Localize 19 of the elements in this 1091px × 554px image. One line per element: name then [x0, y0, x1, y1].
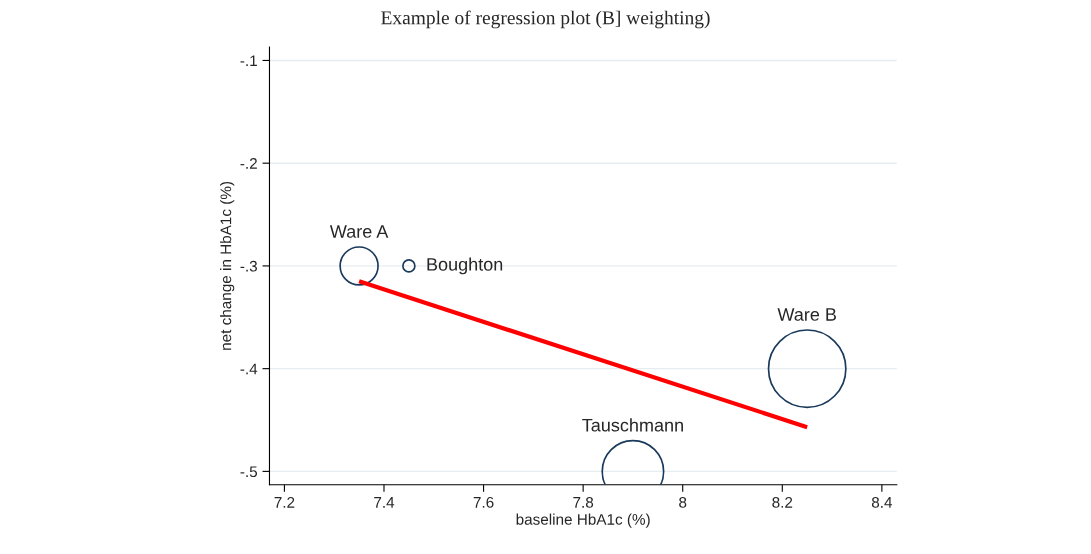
annotation: Boughton — [427, 257, 503, 275]
annotation: Ware A — [329, 225, 389, 238]
x-tick-label: 7.6 — [473, 496, 494, 508]
y-tick-label: -.4 — [240, 363, 258, 375]
annotation: Tauschmann — [582, 418, 683, 432]
x-tick-label: 7.2 — [274, 496, 295, 508]
y-tick-label: -.5 — [240, 466, 258, 478]
y-tick-label: -.3 — [240, 260, 257, 272]
chart-title: Example of regression plot (B] weighting) — [381, 10, 710, 29]
x-tick-label: 7.8 — [573, 496, 594, 508]
annotation: Ware B — [777, 308, 836, 321]
y-axis-title: net change in HbA1c (%) — [220, 181, 235, 350]
x-tick-label: 8.4 — [871, 496, 893, 508]
x-tick-label: 8 — [679, 496, 687, 508]
x-axis-title: baseline HbA1c (%) — [516, 513, 650, 528]
x-tick-label: 8.2 — [772, 496, 793, 508]
y-tick-label: -.2 — [240, 158, 257, 169]
x-tick-label: 7.4 — [374, 497, 395, 508]
y-tick-label: -.1 — [240, 55, 257, 66]
